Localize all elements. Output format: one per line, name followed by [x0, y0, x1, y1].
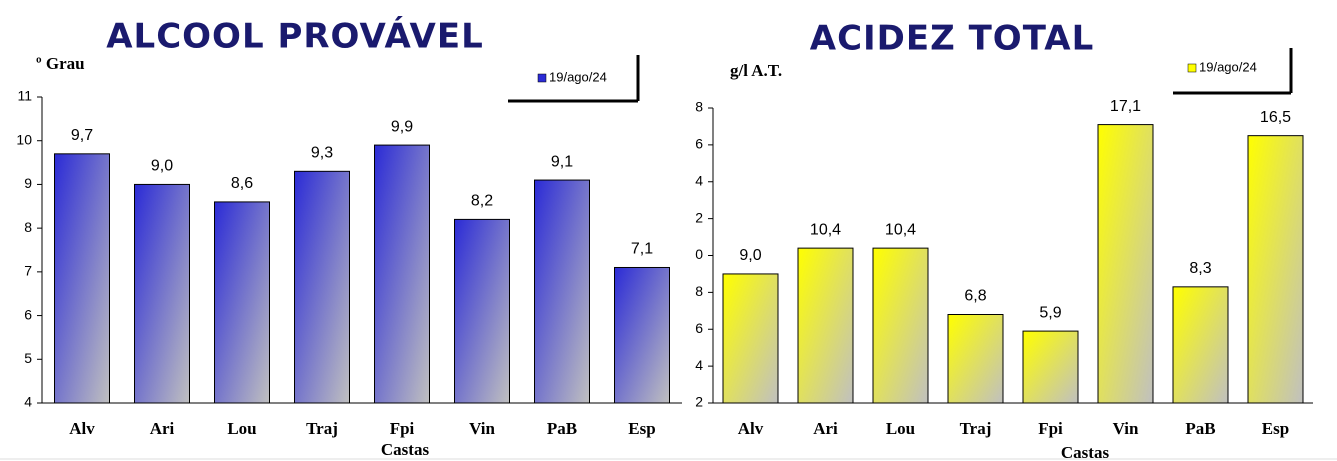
bar — [1097, 124, 1154, 404]
bar — [454, 218, 510, 404]
value-label: 10,4 — [810, 221, 841, 238]
x-tick-label: Esp — [628, 419, 655, 438]
x-tick-label: Lou — [227, 419, 256, 438]
y-tick-label: 8 — [24, 219, 32, 235]
y-tick-label: 0 — [695, 246, 703, 262]
chart-title: ACIDEZ TOTAL — [810, 19, 1094, 59]
bar — [534, 179, 590, 404]
value-label: 6,8 — [964, 288, 986, 305]
bar — [947, 314, 1004, 404]
x-tick-label: Fpi — [1038, 419, 1063, 438]
value-label: 9,3 — [311, 145, 333, 162]
x-tick-label: Ari — [150, 419, 175, 438]
y-tick-label: 5 — [24, 350, 32, 366]
x-axis-label: Castas — [381, 440, 430, 459]
value-label: 9,7 — [71, 127, 93, 144]
value-label: 16,5 — [1260, 109, 1291, 126]
bar — [1247, 135, 1304, 404]
x-tick-label: Fpi — [390, 419, 415, 438]
x-tick-label: Esp — [1262, 419, 1289, 438]
bar — [134, 183, 190, 404]
value-label: 8,2 — [471, 193, 493, 210]
bar — [294, 170, 350, 404]
y-tick-label: 8 — [695, 99, 703, 115]
y-tick-label: 4 — [695, 172, 703, 188]
y-tick-label: 4 — [695, 357, 703, 373]
bar — [54, 153, 110, 404]
y-tick-label: 2 — [695, 209, 703, 225]
value-label: 9,1 — [551, 153, 573, 170]
x-tick-label: Vin — [1113, 419, 1139, 438]
x-axis-label: Castas — [1061, 443, 1110, 461]
y-tick-label: 6 — [24, 306, 32, 322]
bar — [1022, 330, 1079, 404]
value-label: 9,0 — [739, 247, 761, 264]
value-label: 9,9 — [391, 118, 413, 135]
x-tick-label: Alv — [69, 419, 95, 438]
y-tick-label: 9 — [24, 175, 32, 191]
legend-label: 19/ago/24 — [549, 69, 607, 84]
legend-label: 19/ago/24 — [1199, 59, 1257, 74]
bar — [614, 266, 670, 404]
chart-title: ALCOOL PROVÁVEL — [106, 16, 484, 57]
x-tick-label: PaB — [1185, 419, 1215, 438]
bar — [214, 201, 270, 404]
value-label: 8,6 — [231, 175, 253, 192]
x-tick-label: Alv — [738, 419, 764, 438]
value-label: 10,4 — [885, 221, 916, 238]
bar — [797, 247, 854, 404]
bar — [1172, 286, 1229, 404]
y-tick-label: 8 — [695, 283, 703, 299]
y-axis-label: g/l A.T. — [730, 61, 782, 80]
y-tick-label: 11 — [17, 88, 32, 104]
value-label: 8,3 — [1189, 260, 1211, 277]
x-tick-label: Traj — [960, 419, 992, 438]
bar — [872, 247, 929, 404]
x-tick-label: Ari — [813, 419, 838, 438]
y-tick-label: 6 — [695, 136, 703, 152]
value-label: 5,9 — [1039, 304, 1061, 321]
y-tick-label: 7 — [24, 263, 32, 279]
x-tick-label: PaB — [547, 419, 577, 438]
x-tick-label: Lou — [886, 419, 915, 438]
y-tick-label: 4 — [24, 394, 32, 410]
x-tick-label: Traj — [306, 419, 338, 438]
legend-swatch — [1187, 63, 1197, 73]
legend-swatch — [537, 73, 547, 83]
bar — [722, 273, 779, 404]
y-tick-label: 6 — [695, 320, 703, 336]
y-axis-label: º Grau — [36, 54, 85, 73]
value-label: 7,1 — [631, 241, 653, 258]
y-tick-label: 2 — [695, 394, 703, 410]
value-label: 9,0 — [151, 158, 173, 175]
y-tick-label: 10 — [16, 131, 32, 147]
x-tick-label: Vin — [469, 419, 495, 438]
bar — [374, 144, 430, 404]
value-label: 17,1 — [1110, 98, 1141, 115]
